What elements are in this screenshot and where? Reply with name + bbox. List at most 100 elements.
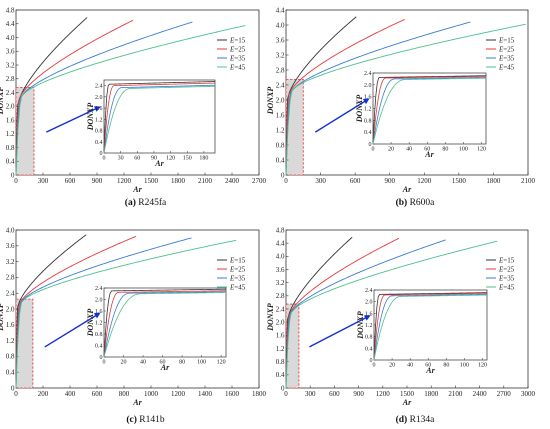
inset-x-tick-label: 60 — [160, 360, 166, 366]
inset-y-tick-label: 2.4 — [95, 84, 103, 90]
legend-label: E=15 — [498, 37, 515, 45]
inset-y-tick-label: 2.0 — [95, 95, 103, 101]
zoom-arrow — [309, 315, 369, 348]
chart-panel-r600a: 0 300 600 900 1200 1500 1800 210000.40.81.21.62… — [266, 6, 536, 208]
y-tick-label: 4.4 — [6, 20, 15, 28]
y-tick-label: 3.6 — [276, 36, 285, 44]
x-tick-label: 1200 — [117, 177, 132, 185]
y-tick-label: 1.6 — [276, 111, 285, 119]
inset-frame — [373, 289, 488, 361]
chart-panel-r245fa: 0 300 600 900 1200 1500 1800 2100 2400 270000.40.… — [0, 6, 267, 208]
x-tick-label: 1800 — [424, 390, 439, 398]
x-tick-label: 600 — [92, 390, 103, 398]
legend-label: E=25 — [498, 46, 515, 54]
x-tick-label: 1200 — [417, 177, 432, 185]
zoom-arrow-head — [362, 98, 370, 105]
inset-series-line-e-15 — [373, 292, 488, 361]
inset-series-line-e-35 — [103, 84, 216, 154]
y-tick-label: 3.2 — [276, 279, 285, 287]
x-tick-label: 2700 — [252, 177, 267, 185]
y-tick-label: 2.0 — [6, 305, 15, 313]
inset-series-line-e-25 — [373, 292, 488, 361]
y-tick-label: 0.8 — [276, 141, 285, 149]
inset-x-tick-label: 100 — [197, 360, 206, 366]
y-tick-label: 0.4 — [6, 369, 15, 377]
inset-x-tick-label: 80 — [442, 147, 448, 153]
inset-y-tick-label: 1.2 — [95, 117, 103, 123]
x-tick-label: 800 — [119, 390, 130, 398]
inset-x-tick-label: 120 — [477, 147, 486, 153]
inset-y-tick-label: 0.4 — [95, 140, 103, 146]
panel-caption: (d) R134a — [396, 414, 436, 425]
x-axis-label: Ar — [132, 185, 142, 194]
x-tick-label: 600 — [65, 177, 76, 185]
y-tick-label: 1.2 — [276, 345, 285, 353]
x-tick-label: 1800 — [486, 177, 501, 185]
series-line-e-15 — [15, 234, 87, 389]
inset-x-tick-label: 20 — [388, 147, 394, 153]
y-tick-label: 2.4 — [276, 81, 285, 89]
x-tick-label: 1500 — [452, 177, 467, 185]
series-line-e-15 — [15, 17, 88, 176]
zoom-arrow-head — [94, 106, 101, 112]
series-line-e-35 — [285, 21, 471, 176]
y-tick-label: 4.0 — [6, 34, 15, 42]
inset-y-tick-label: 2.4 — [95, 286, 103, 292]
y-tick-label: 0 — [11, 384, 15, 392]
inset-x-tick-label: 20 — [121, 360, 127, 366]
x-tick-label: 0 — [284, 177, 288, 185]
y-tick-label: 0.8 — [6, 144, 15, 152]
y-tick-label: 2.8 — [276, 292, 285, 300]
x-tick-label: 2100 — [448, 390, 463, 398]
zoom-region-shade — [16, 87, 34, 175]
series-line-e-45 — [15, 25, 246, 176]
inset-y-tick-label: 0.4 — [364, 130, 372, 136]
y-axis-label: DONXP — [0, 87, 5, 116]
inset-y-tick-label: 2.4 — [364, 71, 372, 77]
inset-series-line-e-15 — [103, 288, 227, 358]
zoom-arrow-head — [93, 312, 101, 319]
x-tick-label: 200 — [38, 390, 49, 398]
y-tick-label: 4.8 — [6, 6, 15, 14]
x-tick-label: 400 — [65, 390, 76, 398]
inset-y-tick-label: 0 — [370, 358, 373, 364]
x-axis-label: Ar — [132, 398, 142, 407]
legend-label: E=15 — [229, 37, 246, 45]
zoom-arrow — [314, 99, 368, 133]
inset-chart: 0 20 40 60 80 100 120 0 0.4 0.8 1.2 1.6 2.0 2.4 Ar DONX… — [356, 288, 488, 375]
x-tick-label: 300 — [315, 177, 326, 185]
y-tick-label: 3.2 — [6, 61, 15, 69]
x-tick-label: 1800 — [171, 177, 186, 185]
inset-y-tick-label: 1.6 — [95, 309, 103, 315]
inset-series-line-e-25 — [103, 82, 216, 154]
x-tick-label: 1200 — [376, 390, 391, 398]
x-tick-label: 900 — [92, 177, 103, 185]
x-tick-label: 300 — [305, 390, 316, 398]
inset-x-tick-label: 40 — [140, 360, 146, 366]
inset-x-tick-label: 60 — [424, 147, 430, 153]
inset-chart: 0 20 40 60 80 100 120 0 0.4 0.8 1.2 1.6 2.0 2.4 Ar DONX… — [355, 71, 487, 159]
x-tick-label: 2100 — [521, 177, 536, 185]
x-tick-label: 600 — [329, 390, 340, 398]
x-tick-label: 900 — [384, 177, 395, 185]
panel-caption: (b) R600a — [396, 197, 436, 208]
y-tick-label: 1.2 — [6, 130, 15, 138]
legend-label: E=45 — [229, 64, 246, 72]
inset-series-line-e-45 — [373, 294, 488, 361]
y-tick-label: 3.6 — [6, 242, 15, 250]
inset-x-tick-label: 120 — [166, 156, 175, 162]
y-tick-label: 1.2 — [6, 337, 15, 345]
series-line-e-25 — [15, 235, 137, 389]
y-tick-label: 4.8 — [276, 226, 285, 234]
inset-y-tick-label: 2.0 — [364, 83, 372, 89]
inset-x-tick-label: 100 — [460, 363, 469, 369]
legend-label: E=15 — [498, 257, 515, 265]
series-line-e-15 — [285, 236, 353, 389]
x-axis-label: Ar — [402, 185, 412, 194]
y-tick-label: 3.6 — [6, 48, 15, 56]
zoom-region-outline — [285, 303, 300, 389]
inset-x-axis-label: Ar — [160, 363, 170, 372]
inset-x-axis-label: Ar — [424, 150, 434, 159]
x-tick-label: 2400 — [473, 390, 488, 398]
